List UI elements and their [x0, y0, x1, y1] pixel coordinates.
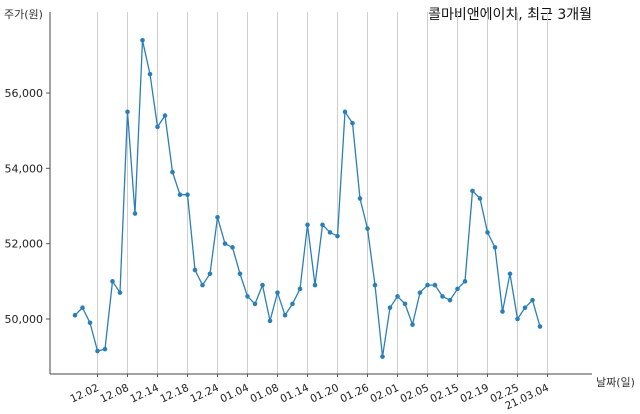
x-tick-label: 01.08 [248, 382, 280, 406]
data-point [432, 282, 438, 288]
data-point [372, 282, 378, 288]
data-point [230, 245, 235, 250]
data-point [500, 309, 505, 314]
data-point [80, 305, 85, 311]
x-tick-label: 02.01 [368, 382, 400, 406]
data-point [140, 37, 145, 43]
data-point [170, 169, 175, 175]
x-tick-label: 12.24 [188, 382, 221, 406]
x-tick-label: 01.26 [338, 382, 371, 406]
data-point [417, 290, 423, 295]
data-point [147, 71, 153, 77]
data-point [357, 196, 363, 201]
data-point [387, 305, 393, 311]
data-point [192, 267, 198, 273]
data-point [282, 312, 288, 318]
data-point [462, 279, 468, 284]
x-tick-label: 12.08 [98, 382, 130, 406]
data-point [380, 354, 385, 359]
data-point [222, 241, 228, 246]
data-point [297, 286, 303, 292]
data-point [365, 226, 370, 231]
data-point [125, 109, 130, 115]
data-point [327, 230, 333, 235]
data-point [485, 230, 490, 235]
y-tick-label: 56,000 [5, 87, 44, 100]
data-point [492, 245, 498, 250]
data-point [252, 301, 258, 307]
y-axis-label: 주가(원) [4, 8, 43, 21]
data-point [320, 222, 325, 228]
data-point [207, 271, 213, 277]
data-point [350, 120, 355, 126]
x-tick-label: 01.04 [218, 382, 251, 406]
data-point [342, 109, 348, 115]
data-point [132, 211, 138, 216]
data-point [267, 318, 273, 324]
data-point [117, 290, 123, 295]
data-point [110, 279, 115, 284]
x-tick-label: 02.05 [398, 382, 430, 406]
x-tick-label: 12.02 [68, 382, 100, 406]
data-point [102, 346, 108, 352]
data-point [530, 297, 535, 303]
data-point [477, 196, 483, 201]
data-point [507, 271, 513, 277]
data-point [177, 192, 183, 197]
data-point [312, 282, 318, 288]
data-point [260, 282, 265, 288]
data-point [200, 282, 205, 288]
data-point [455, 286, 460, 292]
data-point [522, 305, 528, 311]
data-point [245, 294, 250, 299]
x-axis-label: 날짜(일) [596, 376, 635, 389]
data-point [290, 301, 295, 307]
data-point [470, 188, 475, 194]
x-tick-label: 01.20 [308, 382, 340, 406]
data-point [335, 233, 340, 239]
data-point [402, 301, 408, 307]
data-point [425, 282, 430, 288]
data-point [87, 320, 93, 326]
y-tick-label: 50,000 [5, 313, 44, 326]
y-tick-label: 54,000 [5, 162, 44, 175]
y-tick-label: 52,000 [5, 238, 44, 251]
x-tick-label: 12.18 [158, 382, 190, 406]
x-tick-label: 01.14 [278, 382, 311, 406]
data-point [237, 271, 243, 277]
x-tick-label: 12.14 [128, 382, 161, 406]
data-point [185, 192, 190, 197]
data-point [447, 297, 453, 303]
data-point [305, 222, 310, 228]
data-point [155, 124, 160, 130]
data-point [275, 290, 280, 295]
data-point [515, 316, 520, 322]
chart-title: 콜마비앤에이치, 최근 3개월 [428, 7, 592, 23]
x-tick-label: 02.19 [458, 382, 490, 406]
data-point [440, 294, 445, 299]
data-point [410, 322, 415, 327]
x-tick-label: 02.15 [428, 382, 460, 406]
data-point [395, 294, 400, 299]
data-point [162, 113, 168, 118]
data-point [215, 215, 220, 220]
data-point [537, 324, 543, 329]
data-point [95, 348, 100, 354]
data-point [72, 312, 78, 318]
